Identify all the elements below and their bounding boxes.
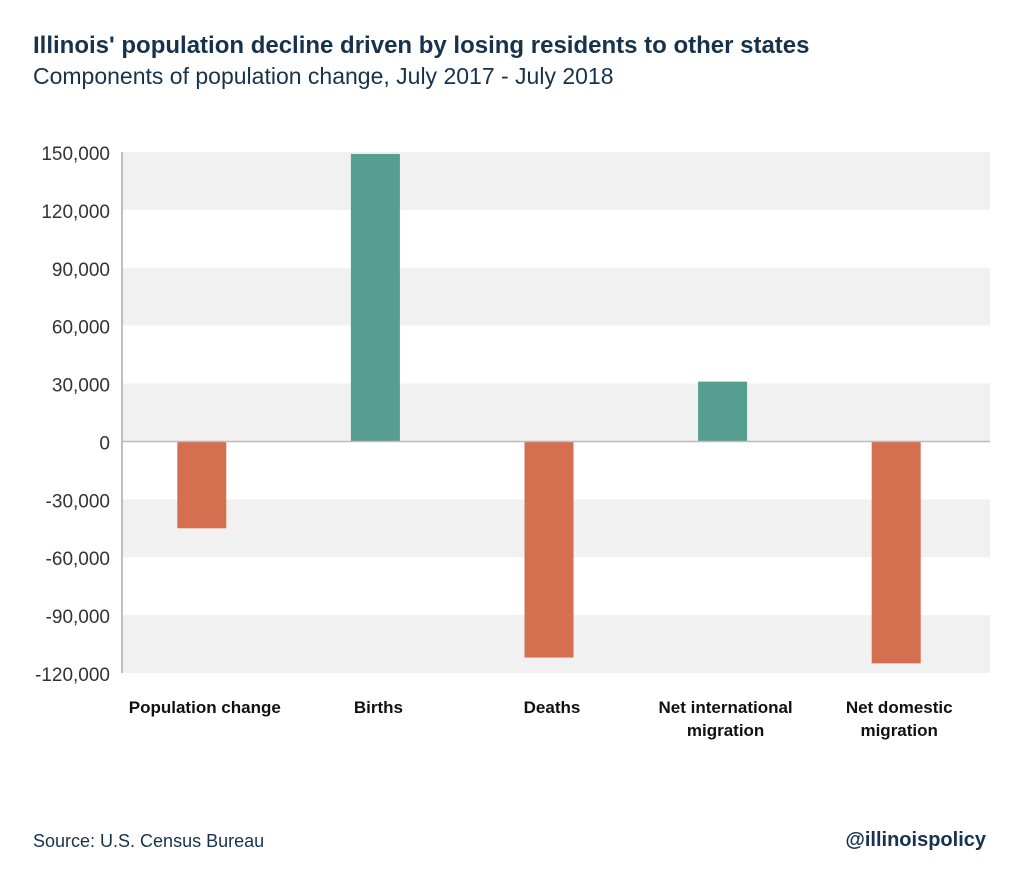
y-tick-label: 120,000 <box>41 202 110 223</box>
x-category-label: Deaths <box>524 698 581 717</box>
x-category-label: Net domestic <box>846 698 953 717</box>
y-tick-label: 0 <box>99 433 110 454</box>
y-tick-label: -90,000 <box>46 607 110 628</box>
bar-births <box>350 153 400 442</box>
y-tick-label: 60,000 <box>52 318 110 339</box>
y-tick-label: 90,000 <box>52 260 110 281</box>
bar-net-domestic-migration <box>871 441 921 664</box>
source-note: Source: U.S. Census Bureau <box>33 831 265 851</box>
chart-subtitle: Components of population change, July 20… <box>33 63 614 89</box>
chart-title: Illinois' population decline driven by l… <box>33 32 810 59</box>
bar-net-international-migration <box>698 381 748 442</box>
y-tick-label: 30,000 <box>52 376 110 397</box>
bar-deaths <box>524 441 574 658</box>
x-category-label: migration <box>860 721 937 740</box>
y-tick-label: -120,000 <box>35 665 110 686</box>
x-category-label: Net international <box>659 698 793 717</box>
y-tick-label: 150,000 <box>41 144 110 165</box>
grid-band <box>122 267 990 326</box>
grid-band <box>122 383 990 442</box>
x-category-label: Births <box>354 698 403 717</box>
x-category-label: migration <box>687 721 764 740</box>
y-tick-label: -60,000 <box>46 549 110 570</box>
social-handle: @illinoispolicy <box>845 829 986 851</box>
grid-band <box>122 152 990 210</box>
y-tick-label: -30,000 <box>46 491 110 512</box>
bar-population-change <box>177 441 227 529</box>
x-category-label: Population change <box>129 698 281 717</box>
